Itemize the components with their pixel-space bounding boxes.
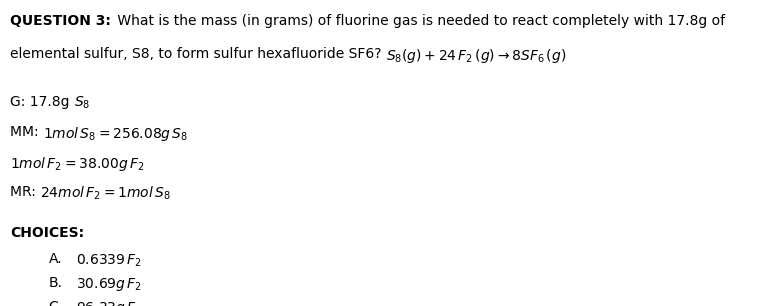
Text: QUESTION 3:: QUESTION 3: — [10, 14, 111, 28]
Text: $0.6339\,F_2$: $0.6339\,F_2$ — [76, 252, 141, 269]
Text: CHOICES:: CHOICES: — [10, 226, 84, 240]
Text: C.: C. — [49, 300, 63, 306]
Text: $S_8$: $S_8$ — [74, 95, 90, 111]
Text: A.: A. — [49, 252, 63, 267]
Text: What is the mass (in grams) of fluorine gas is needed to react completely with 1: What is the mass (in grams) of fluorine … — [113, 14, 725, 28]
Text: MM:: MM: — [10, 125, 43, 139]
Text: $30.69g\,F_2$: $30.69g\,F_2$ — [76, 276, 141, 293]
Text: MR:: MR: — [10, 185, 40, 199]
Text: $96.33g\,F_2$: $96.33g\,F_2$ — [76, 300, 141, 306]
Text: $24mol\,F_2 = 1mol\,S_8$: $24mol\,F_2 = 1mol\,S_8$ — [40, 185, 171, 202]
Text: B.: B. — [49, 276, 63, 290]
Text: elemental sulfur, S8, to form sulfur hexafluoride SF6?: elemental sulfur, S8, to form sulfur hex… — [10, 47, 386, 62]
Text: $S_8(g) + 24\,F_2\,(g) \rightarrow 8SF_6\,(g)$: $S_8(g) + 24\,F_2\,(g) \rightarrow 8SF_6… — [386, 47, 566, 65]
Text: $1mol\,S_8 = 256.08g\,S_8$: $1mol\,S_8 = 256.08g\,S_8$ — [43, 125, 189, 143]
Text: G: 17.8g: G: 17.8g — [10, 95, 74, 109]
Text: $1mol\,F_2 = 38.00g\,F_2$: $1mol\,F_2 = 38.00g\,F_2$ — [10, 155, 145, 173]
